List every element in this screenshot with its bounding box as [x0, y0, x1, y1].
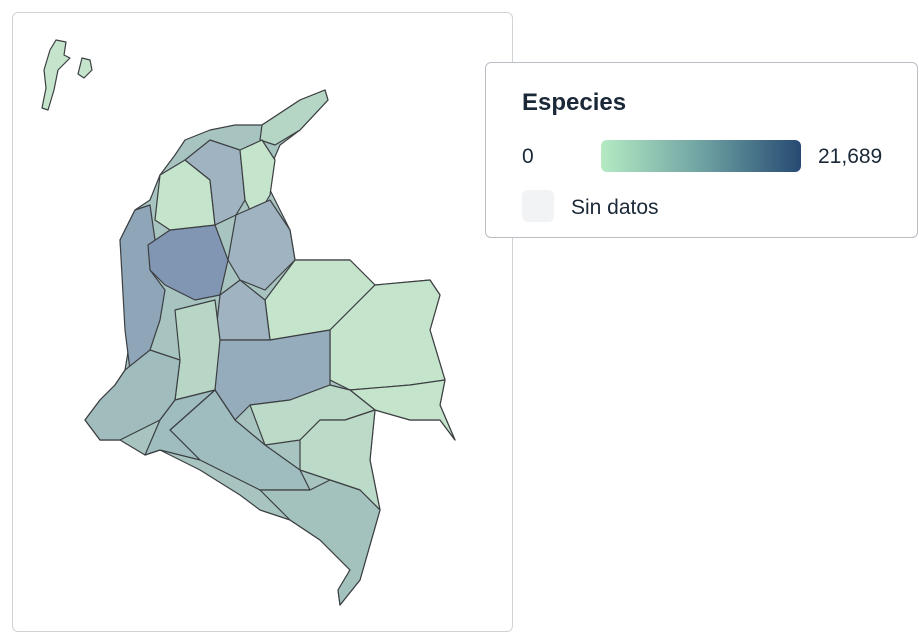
legend-max: 21,689 [818, 145, 883, 168]
department [227, 199, 296, 291]
island [77, 57, 93, 79]
department [329, 279, 446, 391]
island [41, 39, 71, 111]
department [259, 479, 381, 606]
department [169, 389, 311, 491]
no-data-label: Sin datos [571, 196, 659, 219]
department [144, 389, 216, 461]
color-scale [601, 140, 801, 172]
department [299, 409, 381, 511]
department [184, 139, 246, 226]
page: {"legend": {"title": "Especies", "min": … [12, 12, 918, 632]
department [174, 299, 221, 401]
department [349, 379, 456, 441]
department [84, 349, 181, 441]
no-data-swatch [522, 190, 554, 222]
legend-title: Especies [522, 89, 627, 116]
legend-min: 0 [522, 145, 534, 168]
department [239, 139, 276, 221]
map [41, 39, 456, 606]
legend: Especies 0 21,689 Sin datos [485, 62, 918, 238]
department [259, 89, 329, 146]
